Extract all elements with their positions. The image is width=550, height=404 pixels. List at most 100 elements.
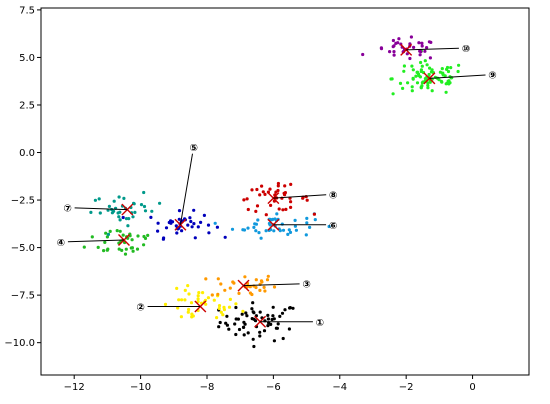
- data-point: [287, 327, 291, 331]
- data-point: [174, 224, 178, 228]
- data-point: [245, 314, 249, 318]
- data-point: [124, 217, 129, 221]
- cluster-annotation: ⑩: [406, 44, 470, 55]
- data-point: [445, 65, 450, 70]
- data-point: [254, 209, 258, 213]
- data-point: [228, 297, 232, 301]
- data-point: [240, 312, 244, 316]
- data-point: [131, 215, 135, 219]
- data-point: [419, 86, 423, 90]
- leader-line: [67, 239, 125, 243]
- data-point: [207, 231, 211, 235]
- data-point: [428, 80, 432, 84]
- data-point: [258, 334, 262, 338]
- data-point: [429, 70, 434, 74]
- data-point: [217, 306, 221, 311]
- data-point: [105, 248, 109, 252]
- data-point: [215, 225, 219, 229]
- data-point: [272, 317, 276, 321]
- x-tick-label: −2: [399, 382, 414, 393]
- data-point: [397, 37, 401, 41]
- data-point: [266, 317, 270, 321]
- data-point: [426, 86, 430, 90]
- data-point: [379, 46, 383, 50]
- data-point: [258, 330, 262, 334]
- data-point: [258, 288, 262, 292]
- data-point: [197, 291, 201, 295]
- data-point: [96, 245, 100, 249]
- data-point: [190, 225, 194, 229]
- data-point: [289, 200, 293, 204]
- data-point: [248, 291, 252, 295]
- annotation-label: ⑥: [329, 221, 337, 232]
- data-point: [230, 227, 235, 231]
- data-point: [189, 301, 194, 305]
- annotation-label: ⑩: [462, 44, 470, 55]
- data-point: [419, 60, 423, 65]
- data-point: [423, 59, 427, 63]
- annotation-label: ⑦: [63, 204, 71, 215]
- data-point: [186, 310, 190, 314]
- cluster-annotation: ⑨: [429, 71, 497, 82]
- data-point: [258, 193, 262, 197]
- leader-line: [74, 207, 128, 211]
- data-point: [246, 207, 250, 212]
- data-point: [143, 236, 148, 240]
- data-point: [234, 305, 238, 310]
- data-point: [273, 217, 277, 221]
- data-point: [142, 243, 146, 247]
- data-point: [233, 322, 237, 326]
- annotations: ① ② ③ ④ ⑤ ⑥ ⑦ ⑧ ⑨ ⑩: [57, 44, 497, 329]
- data-point: [223, 235, 227, 239]
- data-point: [305, 216, 309, 220]
- data-point: [158, 201, 162, 205]
- data-point: [313, 218, 317, 222]
- data-point: [192, 222, 196, 226]
- data-point: [122, 196, 126, 200]
- data-point: [206, 296, 210, 300]
- data-point: [204, 302, 208, 306]
- data-point: [444, 90, 448, 94]
- data-point: [156, 229, 160, 233]
- data-point: [90, 235, 94, 239]
- data-point: [196, 297, 200, 301]
- data-point: [269, 203, 273, 207]
- data-point: [361, 52, 365, 57]
- cluster-annotation: ④: [57, 238, 125, 249]
- data-point: [187, 292, 191, 296]
- data-point: [115, 229, 119, 233]
- data-point: [227, 327, 231, 331]
- data-point: [411, 76, 415, 80]
- cluster-annotation: ①: [260, 318, 324, 329]
- data-point: [217, 325, 221, 329]
- data-point: [260, 280, 264, 284]
- data-point: [283, 184, 287, 188]
- data-point: [419, 50, 423, 54]
- data-point: [121, 215, 125, 220]
- data-point: [281, 228, 286, 232]
- data-point: [252, 225, 256, 229]
- data-point: [266, 190, 270, 194]
- data-point: [183, 288, 187, 292]
- x-tick-label: −6: [266, 382, 281, 393]
- data-point: [278, 314, 282, 318]
- data-point: [222, 308, 226, 312]
- data-point: [180, 229, 184, 233]
- data-point: [225, 314, 229, 318]
- data-point: [266, 324, 270, 328]
- data-point: [169, 219, 173, 223]
- data-point: [420, 41, 424, 45]
- data-point: [131, 249, 135, 253]
- cluster-annotation: ⑦: [63, 204, 128, 215]
- data-point: [251, 301, 255, 305]
- data-point: [305, 221, 309, 225]
- data-point: [391, 38, 395, 43]
- data-point: [227, 305, 232, 309]
- data-point: [143, 209, 148, 213]
- x-tick-label: −8: [200, 382, 215, 393]
- data-point: [276, 322, 280, 326]
- data-point: [275, 212, 279, 216]
- data-point: [266, 313, 270, 317]
- data-point: [126, 224, 130, 228]
